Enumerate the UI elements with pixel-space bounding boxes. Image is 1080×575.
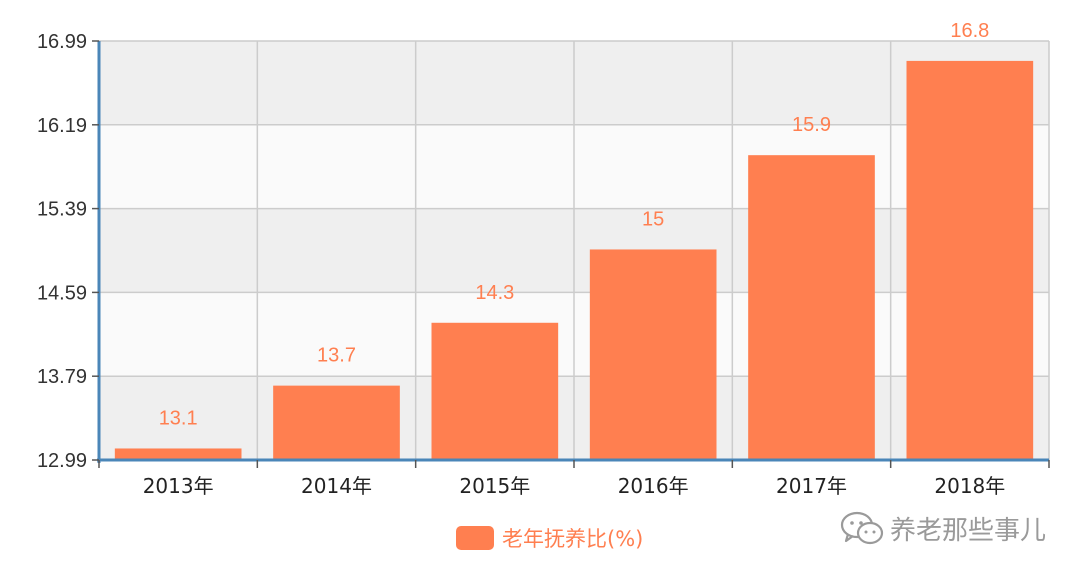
y-tick-label: 15.39 <box>37 199 87 221</box>
watermark-text: 养老那些事儿 <box>890 516 1047 546</box>
x-tick-label: 2018年 <box>934 474 1005 498</box>
data-label: 16.8 <box>950 20 989 42</box>
bar <box>906 60 1034 461</box>
data-label: 13.7 <box>317 345 356 367</box>
y-tick-label: 13.79 <box>37 366 87 388</box>
axes <box>92 40 1050 468</box>
bar <box>589 249 717 460</box>
tick-labels: 12.99 13.79 14.59 15.39 16.19 16.99 2013年 2014年… <box>37 31 1005 498</box>
data-label: 13.1 <box>159 407 198 429</box>
legend-swatch <box>456 526 494 550</box>
legend[interactable]: 老年抚养比(%) <box>456 523 643 553</box>
x-tick-label: 2016年 <box>618 474 689 498</box>
bar <box>748 155 875 461</box>
y-tick-label: 14.59 <box>37 282 87 304</box>
x-tick-label: 2015年 <box>459 474 530 498</box>
y-tick-label: 16.19 <box>37 115 87 137</box>
data-labels: 13.1 13.7 14.3 15 15.9 16.8 <box>159 20 990 430</box>
x-tick-label: 2014年 <box>301 474 372 498</box>
wechat-icon <box>840 511 884 547</box>
watermark: 养老那些事儿 <box>840 510 1046 547</box>
bar <box>114 448 242 460</box>
legend-label: 老年抚养比(%) <box>502 527 644 551</box>
x-tick-label: 2013年 <box>143 474 214 498</box>
bars <box>114 60 1034 461</box>
data-label: 15 <box>642 208 664 230</box>
data-label: 14.3 <box>475 282 514 304</box>
bar <box>273 385 400 460</box>
bar <box>431 322 559 460</box>
x-tick-label: 2017年 <box>776 474 847 498</box>
data-label: 15.9 <box>792 114 831 136</box>
y-tick-label: 12.99 <box>37 450 87 472</box>
y-tick-label: 16.99 <box>37 31 87 53</box>
